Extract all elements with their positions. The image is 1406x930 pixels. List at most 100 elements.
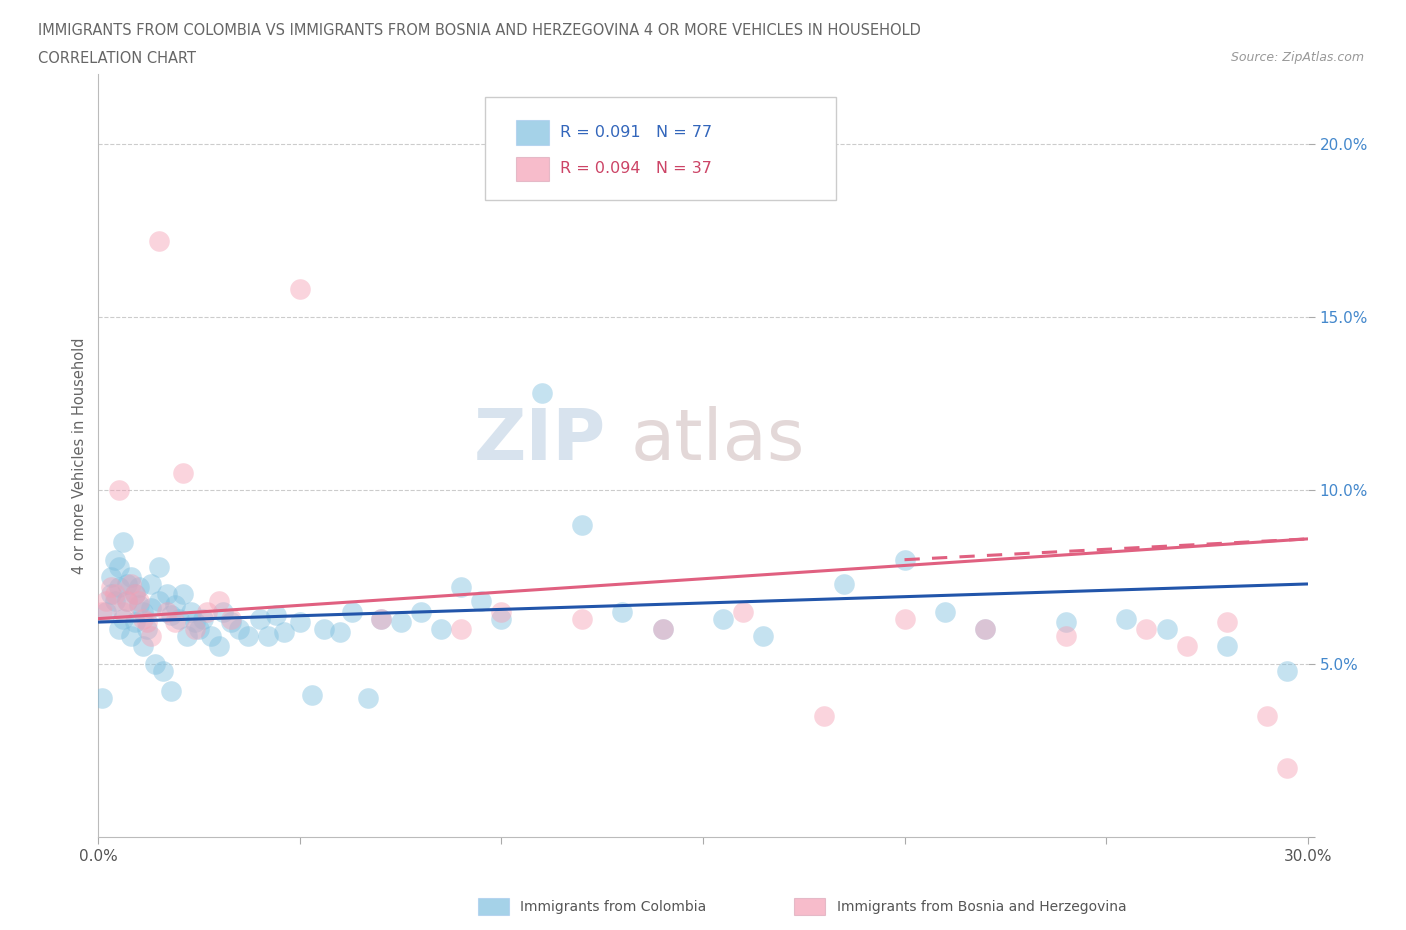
Point: [832, 577, 855, 591]
Point: [184, 615, 207, 630]
Point: [491, 604, 513, 619]
Point: [974, 621, 997, 636]
Point: [111, 535, 134, 550]
Point: [934, 604, 956, 619]
Point: [342, 604, 364, 619]
Text: IMMIGRANTS FROM COLOMBIA VS IMMIGRANTS FROM BOSNIA AND HERZEGOVINA 4 OR MORE VEH: IMMIGRANTS FROM COLOMBIA VS IMMIGRANTS F…: [38, 23, 921, 38]
Point: [314, 621, 336, 636]
Point: [184, 621, 207, 636]
Point: [103, 587, 125, 602]
Point: [450, 621, 472, 636]
Point: [135, 621, 157, 636]
Text: CORRELATION CHART: CORRELATION CHART: [38, 51, 195, 66]
Point: [249, 611, 271, 626]
Point: [128, 580, 150, 595]
Point: [115, 577, 138, 591]
Point: [329, 625, 352, 640]
Point: [273, 625, 295, 640]
Point: [100, 587, 122, 602]
Point: [1135, 621, 1157, 636]
Point: [148, 559, 170, 574]
Point: [1054, 615, 1077, 630]
Point: [143, 657, 166, 671]
Point: [430, 621, 453, 636]
Point: [1115, 611, 1137, 626]
Text: ZIP: ZIP: [474, 406, 606, 475]
Point: [91, 604, 114, 619]
Point: [180, 604, 202, 619]
Point: [128, 594, 150, 609]
Point: [1256, 709, 1278, 724]
Point: [208, 594, 231, 609]
Point: [212, 604, 235, 619]
Text: R = 0.091   N = 77: R = 0.091 N = 77: [561, 125, 713, 140]
Point: [124, 615, 146, 630]
Y-axis label: 4 or more Vehicles in Household: 4 or more Vehicles in Household: [72, 338, 87, 574]
Point: [357, 691, 380, 706]
Point: [107, 483, 129, 498]
Point: [389, 615, 412, 630]
Point: [103, 594, 125, 609]
Text: Source: ZipAtlas.com: Source: ZipAtlas.com: [1230, 51, 1364, 64]
Point: [152, 663, 174, 678]
FancyBboxPatch shape: [516, 120, 550, 144]
Point: [264, 607, 287, 622]
Point: [163, 597, 186, 612]
Point: [115, 594, 138, 609]
Point: [91, 691, 114, 706]
Point: [111, 611, 134, 626]
Point: [200, 629, 222, 644]
Point: [221, 615, 243, 630]
Point: [167, 611, 190, 626]
Point: [409, 604, 432, 619]
Point: [156, 604, 179, 619]
Point: [301, 687, 323, 702]
Point: [148, 594, 170, 609]
Point: [1216, 639, 1239, 654]
Point: [160, 607, 183, 622]
Point: [107, 559, 129, 574]
Point: [470, 594, 492, 609]
Point: [491, 611, 513, 626]
Point: [651, 621, 673, 636]
Point: [103, 552, 125, 567]
Point: [752, 629, 775, 644]
Point: [530, 386, 553, 401]
Point: [160, 684, 183, 698]
Point: [163, 615, 186, 630]
Point: [172, 587, 194, 602]
Point: [195, 604, 218, 619]
Point: [651, 621, 673, 636]
Point: [208, 639, 231, 654]
Point: [893, 552, 915, 567]
Point: [176, 629, 198, 644]
Point: [135, 615, 157, 630]
Point: [1054, 629, 1077, 644]
Point: [107, 621, 129, 636]
FancyBboxPatch shape: [485, 98, 837, 200]
Point: [450, 580, 472, 595]
Text: atlas: atlas: [630, 406, 804, 475]
Point: [120, 569, 142, 584]
Point: [120, 629, 142, 644]
Point: [228, 621, 250, 636]
Point: [128, 597, 150, 612]
Point: [111, 604, 134, 619]
Point: [107, 580, 129, 595]
Point: [96, 604, 118, 619]
Point: [370, 611, 392, 626]
Point: [124, 587, 146, 602]
Point: [120, 577, 142, 591]
Point: [370, 611, 392, 626]
Point: [1156, 621, 1178, 636]
Point: [711, 611, 734, 626]
Point: [571, 518, 593, 533]
Point: [100, 569, 122, 584]
Point: [1277, 760, 1299, 775]
Point: [139, 601, 162, 616]
Point: [100, 580, 122, 595]
Text: R = 0.094   N = 37: R = 0.094 N = 37: [561, 162, 713, 177]
Point: [148, 233, 170, 248]
Point: [813, 709, 835, 724]
Point: [193, 611, 215, 626]
